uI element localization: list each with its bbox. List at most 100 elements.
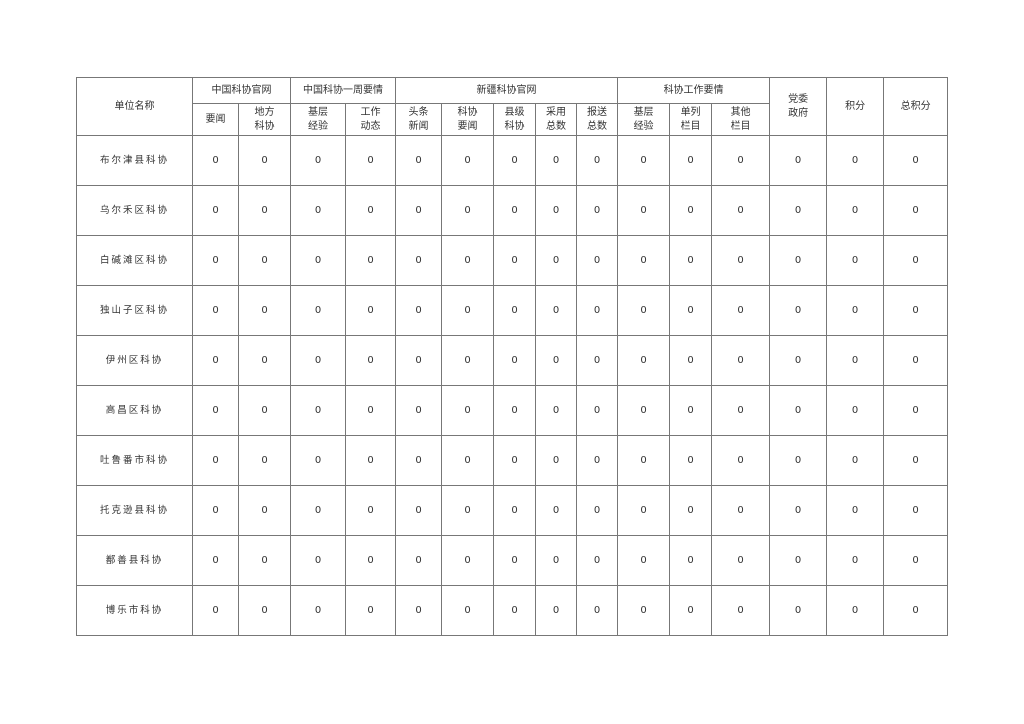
unit-name-cell: 伊州区科协 bbox=[76, 335, 193, 386]
header-subcolumn: 县级 科协 bbox=[493, 103, 536, 136]
value-cell: 0 bbox=[290, 335, 346, 386]
header-group: 中国科协官网 bbox=[192, 77, 291, 104]
value-cell: 0 bbox=[441, 535, 494, 586]
value-cell: 0 bbox=[238, 335, 291, 386]
value-cell: 0 bbox=[883, 535, 949, 586]
value-cell: 0 bbox=[535, 485, 577, 536]
value-cell: 0 bbox=[345, 335, 396, 386]
value-cell: 0 bbox=[826, 135, 885, 186]
value-cell: 0 bbox=[395, 335, 442, 386]
header-subcolumn: 单列 栏目 bbox=[669, 103, 713, 136]
value-cell: 0 bbox=[883, 585, 949, 636]
value-cell: 0 bbox=[238, 235, 291, 286]
value-cell: 0 bbox=[883, 235, 949, 286]
value-cell: 0 bbox=[617, 535, 671, 586]
value-cell: 0 bbox=[883, 435, 949, 486]
value-cell: 0 bbox=[575, 285, 619, 336]
value-cell: 0 bbox=[669, 585, 713, 636]
value-cell: 0 bbox=[238, 185, 291, 236]
value-cell: 0 bbox=[238, 535, 291, 586]
value-cell: 0 bbox=[575, 385, 619, 436]
value-cell: 0 bbox=[669, 235, 713, 286]
header-subcolumn: 其他 栏目 bbox=[711, 103, 771, 136]
value-cell: 0 bbox=[345, 585, 396, 636]
value-cell: 0 bbox=[238, 285, 291, 336]
value-cell: 0 bbox=[711, 285, 771, 336]
value-cell: 0 bbox=[883, 285, 949, 336]
header-subcolumn: 科协 要闻 bbox=[441, 103, 494, 136]
unit-name-cell: 布尔津县科协 bbox=[76, 135, 193, 186]
value-cell: 0 bbox=[345, 285, 396, 336]
value-cell: 0 bbox=[290, 185, 346, 236]
value-cell: 0 bbox=[238, 385, 291, 436]
header-subcolumn: 采用 总数 bbox=[535, 103, 577, 136]
value-cell: 0 bbox=[711, 385, 771, 436]
value-cell: 0 bbox=[441, 435, 494, 486]
value-cell: 0 bbox=[769, 185, 828, 236]
value-cell: 0 bbox=[345, 385, 396, 436]
unit-name-cell: 鄯善县科协 bbox=[76, 535, 193, 586]
value-cell: 0 bbox=[575, 485, 619, 536]
value-cell: 0 bbox=[290, 435, 346, 486]
header-subcolumn: 头条 新闻 bbox=[395, 103, 442, 136]
value-cell: 0 bbox=[711, 435, 771, 486]
value-cell: 0 bbox=[192, 285, 239, 336]
value-cell: 0 bbox=[617, 585, 671, 636]
value-cell: 0 bbox=[238, 135, 291, 186]
value-cell: 0 bbox=[769, 485, 828, 536]
value-cell: 0 bbox=[535, 535, 577, 586]
value-cell: 0 bbox=[769, 385, 828, 436]
table-row: 伊州区科协 0 0 0 0 0 0 0 0 0 0 0 0 0 0 0 bbox=[76, 335, 949, 386]
value-cell: 0 bbox=[192, 435, 239, 486]
value-cell: 0 bbox=[826, 185, 885, 236]
table-row: 白碱滩区科协 0 0 0 0 0 0 0 0 0 0 0 0 0 0 0 bbox=[76, 235, 949, 286]
value-cell: 0 bbox=[575, 185, 619, 236]
value-cell: 0 bbox=[441, 185, 494, 236]
value-cell: 0 bbox=[617, 385, 671, 436]
header-subcolumn: 要闻 bbox=[192, 103, 239, 136]
value-cell: 0 bbox=[535, 585, 577, 636]
value-cell: 0 bbox=[395, 285, 442, 336]
value-cell: 0 bbox=[493, 235, 536, 286]
value-cell: 0 bbox=[192, 135, 239, 186]
header-subcolumn: 基层 经验 bbox=[617, 103, 671, 136]
value-cell: 0 bbox=[769, 585, 828, 636]
header-subcolumn: 地方 科协 bbox=[238, 103, 291, 136]
value-cell: 0 bbox=[290, 285, 346, 336]
value-cell: 0 bbox=[441, 585, 494, 636]
value-cell: 0 bbox=[395, 185, 442, 236]
value-cell: 0 bbox=[535, 135, 577, 186]
table-row: 吐鲁番市科协 0 0 0 0 0 0 0 0 0 0 0 0 0 0 0 bbox=[76, 435, 949, 486]
value-cell: 0 bbox=[769, 235, 828, 286]
value-cell: 0 bbox=[345, 185, 396, 236]
table-row: 独山子区科协 0 0 0 0 0 0 0 0 0 0 0 0 0 0 0 bbox=[76, 285, 949, 336]
value-cell: 0 bbox=[826, 335, 885, 386]
value-cell: 0 bbox=[345, 235, 396, 286]
value-cell: 0 bbox=[883, 135, 949, 186]
value-cell: 0 bbox=[826, 285, 885, 336]
header-party-gov: 党委 政府 bbox=[769, 77, 828, 136]
value-cell: 0 bbox=[395, 385, 442, 436]
value-cell: 0 bbox=[290, 485, 346, 536]
value-cell: 0 bbox=[395, 535, 442, 586]
value-cell: 0 bbox=[290, 585, 346, 636]
value-cell: 0 bbox=[192, 535, 239, 586]
value-cell: 0 bbox=[493, 485, 536, 536]
value-cell: 0 bbox=[345, 435, 396, 486]
value-cell: 0 bbox=[617, 185, 671, 236]
value-cell: 0 bbox=[575, 135, 619, 186]
value-cell: 0 bbox=[493, 385, 536, 436]
value-cell: 0 bbox=[345, 485, 396, 536]
value-cell: 0 bbox=[290, 385, 346, 436]
value-cell: 0 bbox=[575, 335, 619, 386]
header-group: 新疆科协官网 bbox=[394, 77, 619, 104]
value-cell: 0 bbox=[192, 185, 239, 236]
value-cell: 0 bbox=[345, 135, 396, 186]
value-cell: 0 bbox=[769, 285, 828, 336]
header-subcolumn: 工作 动态 bbox=[345, 103, 396, 136]
value-cell: 0 bbox=[617, 485, 671, 536]
value-cell: 0 bbox=[669, 185, 713, 236]
value-cell: 0 bbox=[826, 485, 885, 536]
value-cell: 0 bbox=[769, 335, 828, 386]
value-cell: 0 bbox=[192, 485, 239, 536]
